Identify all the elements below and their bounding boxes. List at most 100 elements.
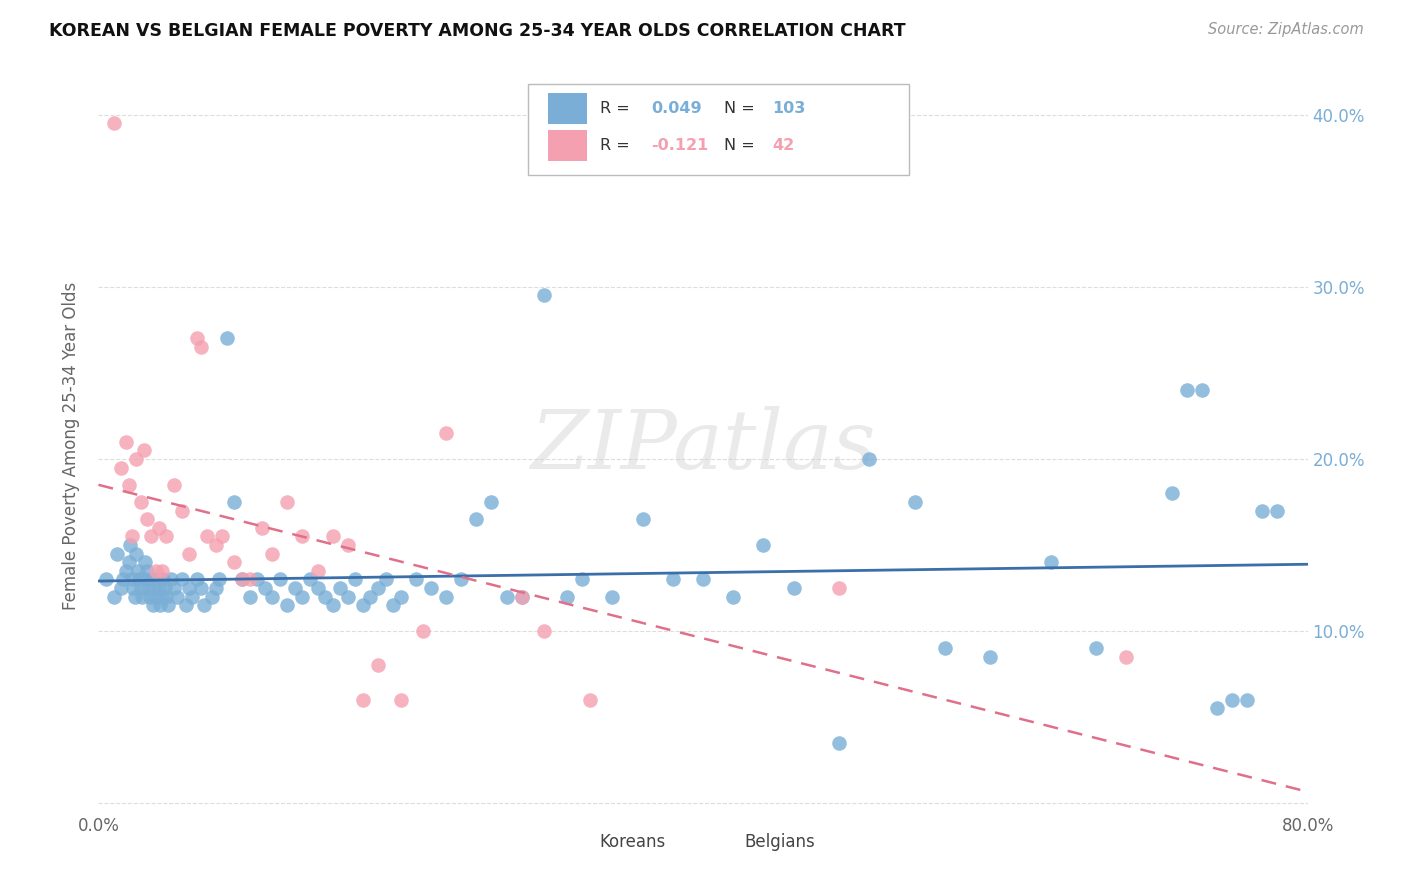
Point <box>156 598 179 612</box>
Point <box>148 581 170 595</box>
FancyBboxPatch shape <box>527 84 908 176</box>
Point <box>132 443 155 458</box>
Point <box>224 495 246 509</box>
Point <box>1039 555 1062 569</box>
Point <box>510 590 533 604</box>
Point <box>412 624 434 638</box>
Point <box>858 451 880 466</box>
Point <box>145 590 167 604</box>
Point <box>434 590 457 604</box>
Text: N =: N = <box>724 102 759 116</box>
Point <box>145 564 167 578</box>
Point <box>934 641 956 656</box>
Point <box>125 451 148 466</box>
Point <box>1236 693 1258 707</box>
Point <box>1251 503 1274 517</box>
Point <box>382 598 405 612</box>
Point <box>533 624 555 638</box>
Point <box>114 564 136 578</box>
Text: 103: 103 <box>772 102 806 116</box>
Point <box>979 649 1001 664</box>
Point <box>1220 693 1243 707</box>
Text: 0.049: 0.049 <box>651 102 702 116</box>
Text: Source: ZipAtlas.com: Source: ZipAtlas.com <box>1208 22 1364 37</box>
Point <box>121 573 143 587</box>
Point <box>276 495 298 509</box>
Point <box>146 573 169 587</box>
Point <box>555 590 578 604</box>
Bar <box>548 94 586 124</box>
Point <box>148 521 170 535</box>
Point <box>299 573 322 587</box>
Point <box>205 538 228 552</box>
Point <box>141 529 163 543</box>
Point <box>465 512 488 526</box>
Point <box>571 573 593 587</box>
Point <box>631 512 654 526</box>
Point <box>135 564 157 578</box>
Point <box>131 590 153 604</box>
Point <box>389 590 412 604</box>
Point <box>110 460 132 475</box>
Point <box>352 693 374 707</box>
Point <box>723 590 745 604</box>
Point <box>193 598 215 612</box>
Point <box>135 512 157 526</box>
Point <box>211 529 233 543</box>
Point <box>201 590 224 604</box>
Bar <box>703 831 730 852</box>
Point <box>186 573 208 587</box>
Point <box>155 529 177 543</box>
Text: Koreans: Koreans <box>599 833 665 851</box>
Point <box>344 573 367 587</box>
Point <box>94 573 117 587</box>
Text: ZIPatlas: ZIPatlas <box>530 406 876 486</box>
Point <box>105 547 128 561</box>
Point <box>322 598 344 612</box>
Text: 42: 42 <box>772 138 794 153</box>
Point <box>103 590 125 604</box>
Point <box>239 590 262 604</box>
Point <box>153 581 176 595</box>
Point <box>118 477 141 491</box>
Point <box>510 590 533 604</box>
Point <box>904 495 927 509</box>
Point <box>481 495 503 509</box>
Point <box>269 573 291 587</box>
Point <box>127 564 149 578</box>
Y-axis label: Female Poverty Among 25-34 Year Olds: Female Poverty Among 25-34 Year Olds <box>62 282 80 610</box>
Point <box>190 340 212 354</box>
Point <box>150 590 173 604</box>
Point <box>136 581 159 595</box>
Point <box>110 581 132 595</box>
Point <box>155 590 177 604</box>
Point <box>174 598 197 612</box>
Point <box>783 581 806 595</box>
Point <box>329 581 352 595</box>
Point <box>420 581 443 595</box>
Point <box>170 573 193 587</box>
Point <box>224 555 246 569</box>
Point <box>231 573 253 587</box>
Point <box>215 331 238 345</box>
Point <box>103 116 125 130</box>
Point <box>132 573 155 587</box>
Point <box>367 581 389 595</box>
Point <box>262 590 284 604</box>
Point <box>1191 383 1213 397</box>
Point <box>450 573 472 587</box>
Point <box>314 590 336 604</box>
Text: N =: N = <box>724 138 759 153</box>
Point <box>246 573 269 587</box>
Point <box>389 693 412 707</box>
Point <box>121 529 143 543</box>
Point <box>128 573 150 587</box>
Point <box>374 573 396 587</box>
Point <box>360 590 382 604</box>
Point <box>160 573 183 587</box>
Point <box>152 573 174 587</box>
Point <box>231 573 253 587</box>
Point <box>1206 701 1229 715</box>
Point <box>142 598 165 612</box>
Point <box>134 555 156 569</box>
